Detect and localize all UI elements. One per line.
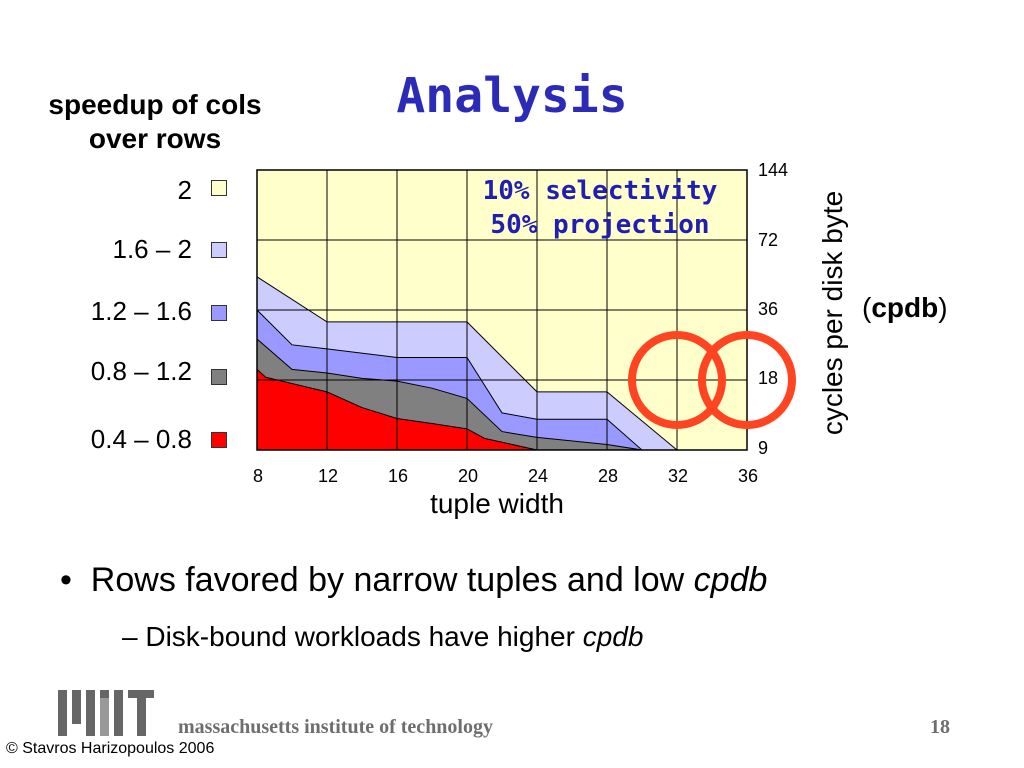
bullet-item: • Rows favored by narrow tuples and low … <box>60 561 768 599</box>
bullet-text: Rows favored by narrow tuples and low <box>90 561 694 599</box>
y-tick-label: 18 <box>758 368 779 388</box>
y-tick-label: 9 <box>758 438 769 458</box>
paren-close: ) <box>938 292 948 323</box>
legend-label-0-4-0-8: 0.4 – 0.8 <box>90 424 192 454</box>
legend-label-1-2-1-6: 1.2 – 1.6 <box>90 296 192 326</box>
legend-label-1-6-2: 1.6 – 2 <box>112 234 192 264</box>
mit-logo <box>58 690 154 736</box>
x-tick-label: 20 <box>457 466 479 486</box>
x-tick-label: 24 <box>527 466 549 486</box>
legend-label-0-8-1-2: 0.8 – 1.2 <box>90 356 192 386</box>
region-boundary-line <box>256 276 678 451</box>
x-tick-label: 12 <box>317 466 339 486</box>
cpdb-abbrev: cpdb <box>871 292 939 323</box>
x-tick-label: 36 <box>737 466 759 486</box>
legend-label-2: 2 <box>177 175 192 205</box>
page-number: 18 <box>930 716 950 738</box>
footer-institution: massachusetts institute of technology <box>178 716 493 738</box>
y-tick-label: 144 <box>758 160 789 180</box>
region-boundary-line <box>256 309 643 451</box>
highlight-circle <box>698 331 796 429</box>
highlight-circle <box>628 331 726 429</box>
bullet-emph: cpdb <box>693 561 768 599</box>
copyright-notice: © Stavros Harizopoulos 2006 <box>6 740 215 757</box>
paren-open: ( <box>862 292 872 323</box>
sub-bullet-emph: cpdb <box>582 621 644 652</box>
annotation-selectivity: 10% selectivity <box>482 176 718 206</box>
sub-bullet-text: Disk-bound workloads have higher <box>145 621 583 652</box>
legend-swatch-0-4-0-8 <box>211 432 227 448</box>
legend-swatch-1-6-2 <box>211 242 227 258</box>
legend-swatch-1-2-1-6 <box>211 305 227 321</box>
chart-annotation: 10% selectivity 50% projection <box>464 174 736 242</box>
annotation-projection: 50% projection <box>490 210 710 240</box>
x-tick-label: 32 <box>667 466 689 486</box>
legend-swatch-0-8-1-2 <box>211 369 227 385</box>
y-axis-unit-label: (cpdb) <box>862 292 948 324</box>
x-axis-label: tuple width <box>430 488 564 519</box>
region-boundary-line <box>256 368 538 451</box>
legend-swatch-2 <box>211 180 227 196</box>
region-boundary-line <box>256 338 643 451</box>
x-tick-label: 28 <box>597 466 619 486</box>
legend-title: speedup of cols over rows <box>48 89 262 154</box>
bullet-list: • Rows favored by narrow tuples and low … <box>60 560 767 654</box>
y-tick-label: 72 <box>758 230 779 250</box>
sub-bullet-item: – Disk-bound workloads have higher cpdb <box>122 621 644 652</box>
plot-frame <box>256 169 748 451</box>
slide-title: Analysis <box>396 68 628 124</box>
x-tick-label: 8 <box>252 466 263 486</box>
y-axis-label: cycles per disk byte <box>817 190 848 436</box>
x-tick-label: 16 <box>387 466 409 486</box>
y-tick-label: 36 <box>758 299 779 319</box>
